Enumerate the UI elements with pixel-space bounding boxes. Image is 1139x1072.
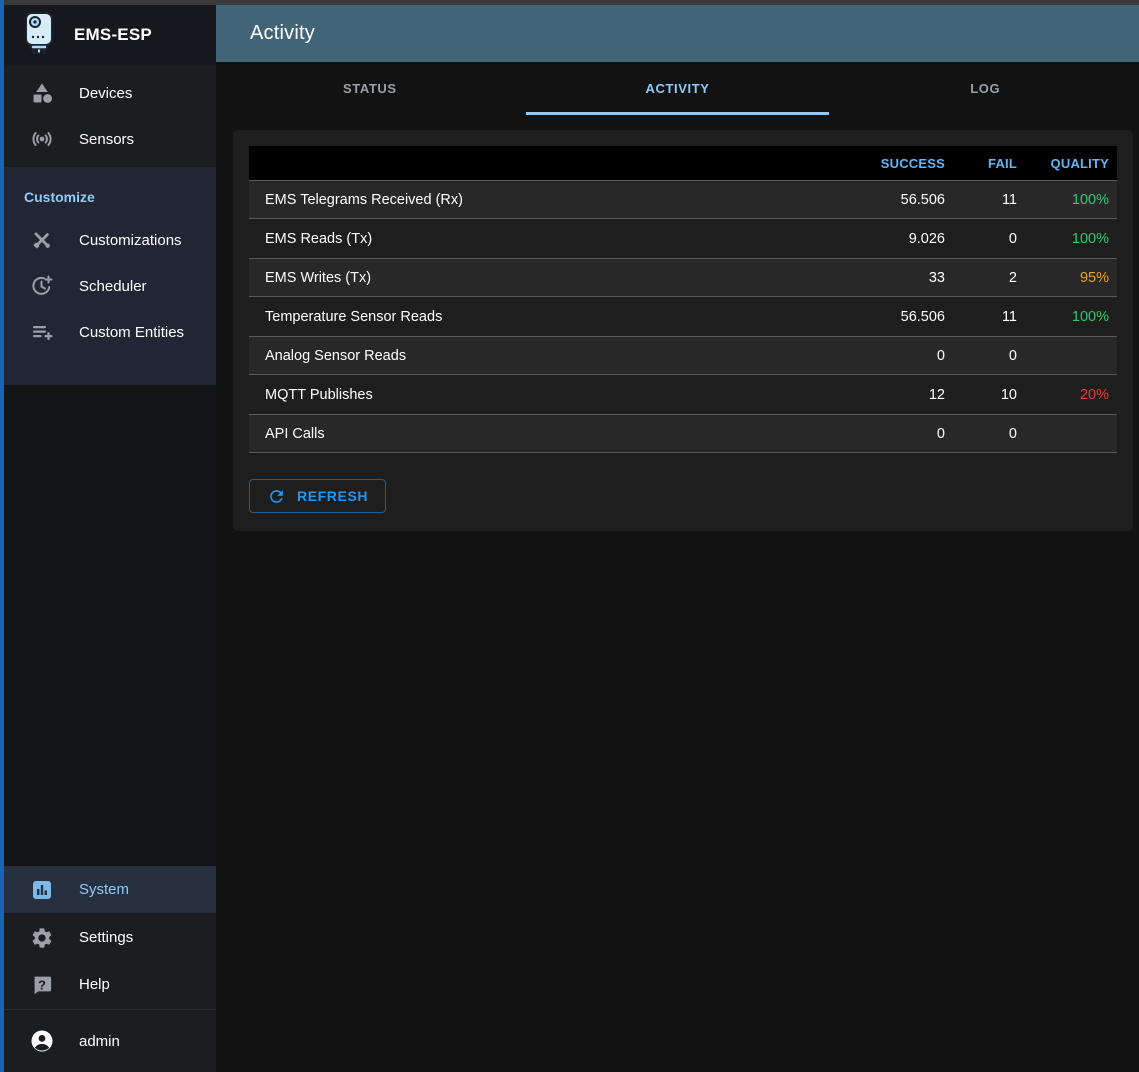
sidebar-item-devices[interactable]: Devices (4, 70, 216, 116)
assessment-icon (30, 878, 54, 902)
refresh-icon (267, 487, 286, 506)
sidebar-item-label: Customizations (79, 231, 182, 249)
sidebar-item-label: Settings (79, 929, 134, 946)
column-header-fail: FAIL (988, 155, 1017, 171)
sidebar-item-admin[interactable]: admin (4, 1010, 120, 1072)
table-row: EMS Writes (Tx) 33 2 95% (249, 258, 1117, 297)
sidebar-item-label: Scheduler (79, 277, 147, 295)
sidebar-item-system[interactable]: System (4, 866, 216, 913)
sidebar-item-settings[interactable]: Settings (4, 914, 216, 961)
row-name: Temperature Sensor Reads (265, 308, 443, 325)
refresh-button-label: REFRESH (297, 488, 369, 504)
tab-activity[interactable]: ACTIVITY (524, 62, 832, 115)
customize-section-header: Customize (24, 189, 95, 205)
row-fail: 0 (1008, 425, 1017, 442)
main-content: Activity STATUS ACTIVITY LOG SUCCESS FAI… (216, 5, 1139, 1072)
row-quality: 100% (1071, 308, 1109, 325)
sidebar-item-custom-entities[interactable]: Custom Entities (4, 309, 216, 355)
sidebar-spacer (4, 385, 216, 866)
sidebar-item-scheduler[interactable]: Scheduler (4, 263, 216, 309)
svg-text:?: ? (38, 977, 46, 992)
table-row: EMS Reads (Tx) 9.026 0 100% (249, 219, 1117, 258)
actions-row: REFRESH (249, 479, 1117, 513)
window-top-strip (0, 0, 1139, 5)
appbar: Activity (216, 5, 1139, 62)
sidebar-item-label: Devices (79, 84, 133, 102)
row-name: EMS Reads (Tx) (265, 230, 373, 247)
sidebar-item-label: admin (79, 1032, 120, 1050)
row-success: 0 (936, 425, 945, 442)
app-title: EMS-ESP (74, 25, 152, 44)
sidebar-user-section: admin (4, 1010, 216, 1072)
table-row: MQTT Publishes 12 10 20% (249, 375, 1117, 414)
row-success: 56.506 (900, 308, 945, 325)
row-success: 56.506 (900, 191, 945, 208)
row-success: 0 (936, 347, 945, 364)
construction-icon (30, 228, 54, 252)
sidebar-main-section: Devices Sensors (4, 65, 216, 167)
sidebar-customize-section: Customize Customizations Scheduler (4, 167, 216, 385)
activity-table: SUCCESS FAIL QUALITY EMS Telegrams Recei… (249, 146, 1117, 453)
row-name: MQTT Publishes (265, 386, 373, 403)
row-fail: 11 (1001, 191, 1017, 208)
table-row: EMS Telegrams Received (Rx) 56.506 11 10… (249, 180, 1117, 219)
row-fail: 0 (1008, 230, 1017, 247)
row-success: 33 (928, 269, 945, 286)
more-time-icon (30, 274, 54, 298)
tab-status[interactable]: STATUS (343, 81, 397, 96)
table-row: API Calls 0 0 (249, 414, 1117, 453)
row-name: EMS Telegrams Received (Rx) (265, 191, 463, 208)
page-title: Activity (250, 22, 315, 44)
table-row: Temperature Sensor Reads 56.506 11 100% (249, 297, 1117, 336)
sidebar-header: EMS-ESP (4, 5, 216, 65)
sidebar-item-label: Sensors (79, 130, 135, 148)
row-success: 12 (928, 386, 945, 403)
sidebar-item-label: Help (79, 976, 110, 993)
sidebar-divider (4, 1009, 216, 1010)
activity-card: SUCCESS FAIL QUALITY EMS Telegrams Recei… (233, 130, 1133, 531)
playlist-add-icon (30, 320, 54, 344)
row-quality: 100% (1071, 191, 1109, 208)
sidebar-item-label: Custom Entities (79, 323, 185, 341)
sidebar: EMS-ESP Devices (4, 5, 216, 1072)
row-quality: 20% (1079, 386, 1109, 403)
row-success: 9.026 (908, 230, 945, 247)
row-name: API Calls (265, 425, 325, 442)
sensors-icon (30, 127, 54, 151)
tab-bar: STATUS ACTIVITY LOG (216, 62, 1139, 115)
row-fail: 10 (1000, 386, 1017, 403)
refresh-button[interactable]: REFRESH (249, 479, 387, 513)
row-quality: 95% (1079, 269, 1109, 286)
sidebar-item-help[interactable]: ? Help (4, 961, 216, 1008)
sidebar-item-sensors[interactable]: Sensors (4, 116, 216, 162)
sidebar-bottom-section: Settings ? Help (4, 913, 216, 1009)
row-fail: 2 (1008, 269, 1017, 286)
column-header-success: SUCCESS (880, 155, 945, 171)
row-quality: 100% (1071, 230, 1109, 247)
tab-log[interactable]: LOG (970, 81, 1001, 96)
column-header-quality: QUALITY (1050, 155, 1109, 171)
sidebar-item-customizations[interactable]: Customizations (4, 217, 216, 263)
table-header-row: SUCCESS FAIL QUALITY (249, 146, 1117, 180)
category-icon (30, 81, 54, 105)
help-icon: ? (30, 973, 54, 997)
window-left-edge (0, 0, 4, 1072)
row-fail: 11 (1001, 308, 1017, 325)
row-name: EMS Writes (Tx) (265, 269, 372, 286)
row-fail: 0 (1008, 347, 1017, 364)
gear-icon (30, 926, 54, 950)
row-name: Analog Sensor Reads (265, 347, 407, 364)
boiler-logo-icon (22, 11, 56, 60)
account-circle-icon (30, 1029, 54, 1053)
sidebar-item-label: System (79, 881, 130, 898)
table-row: Analog Sensor Reads 0 0 (249, 336, 1117, 375)
